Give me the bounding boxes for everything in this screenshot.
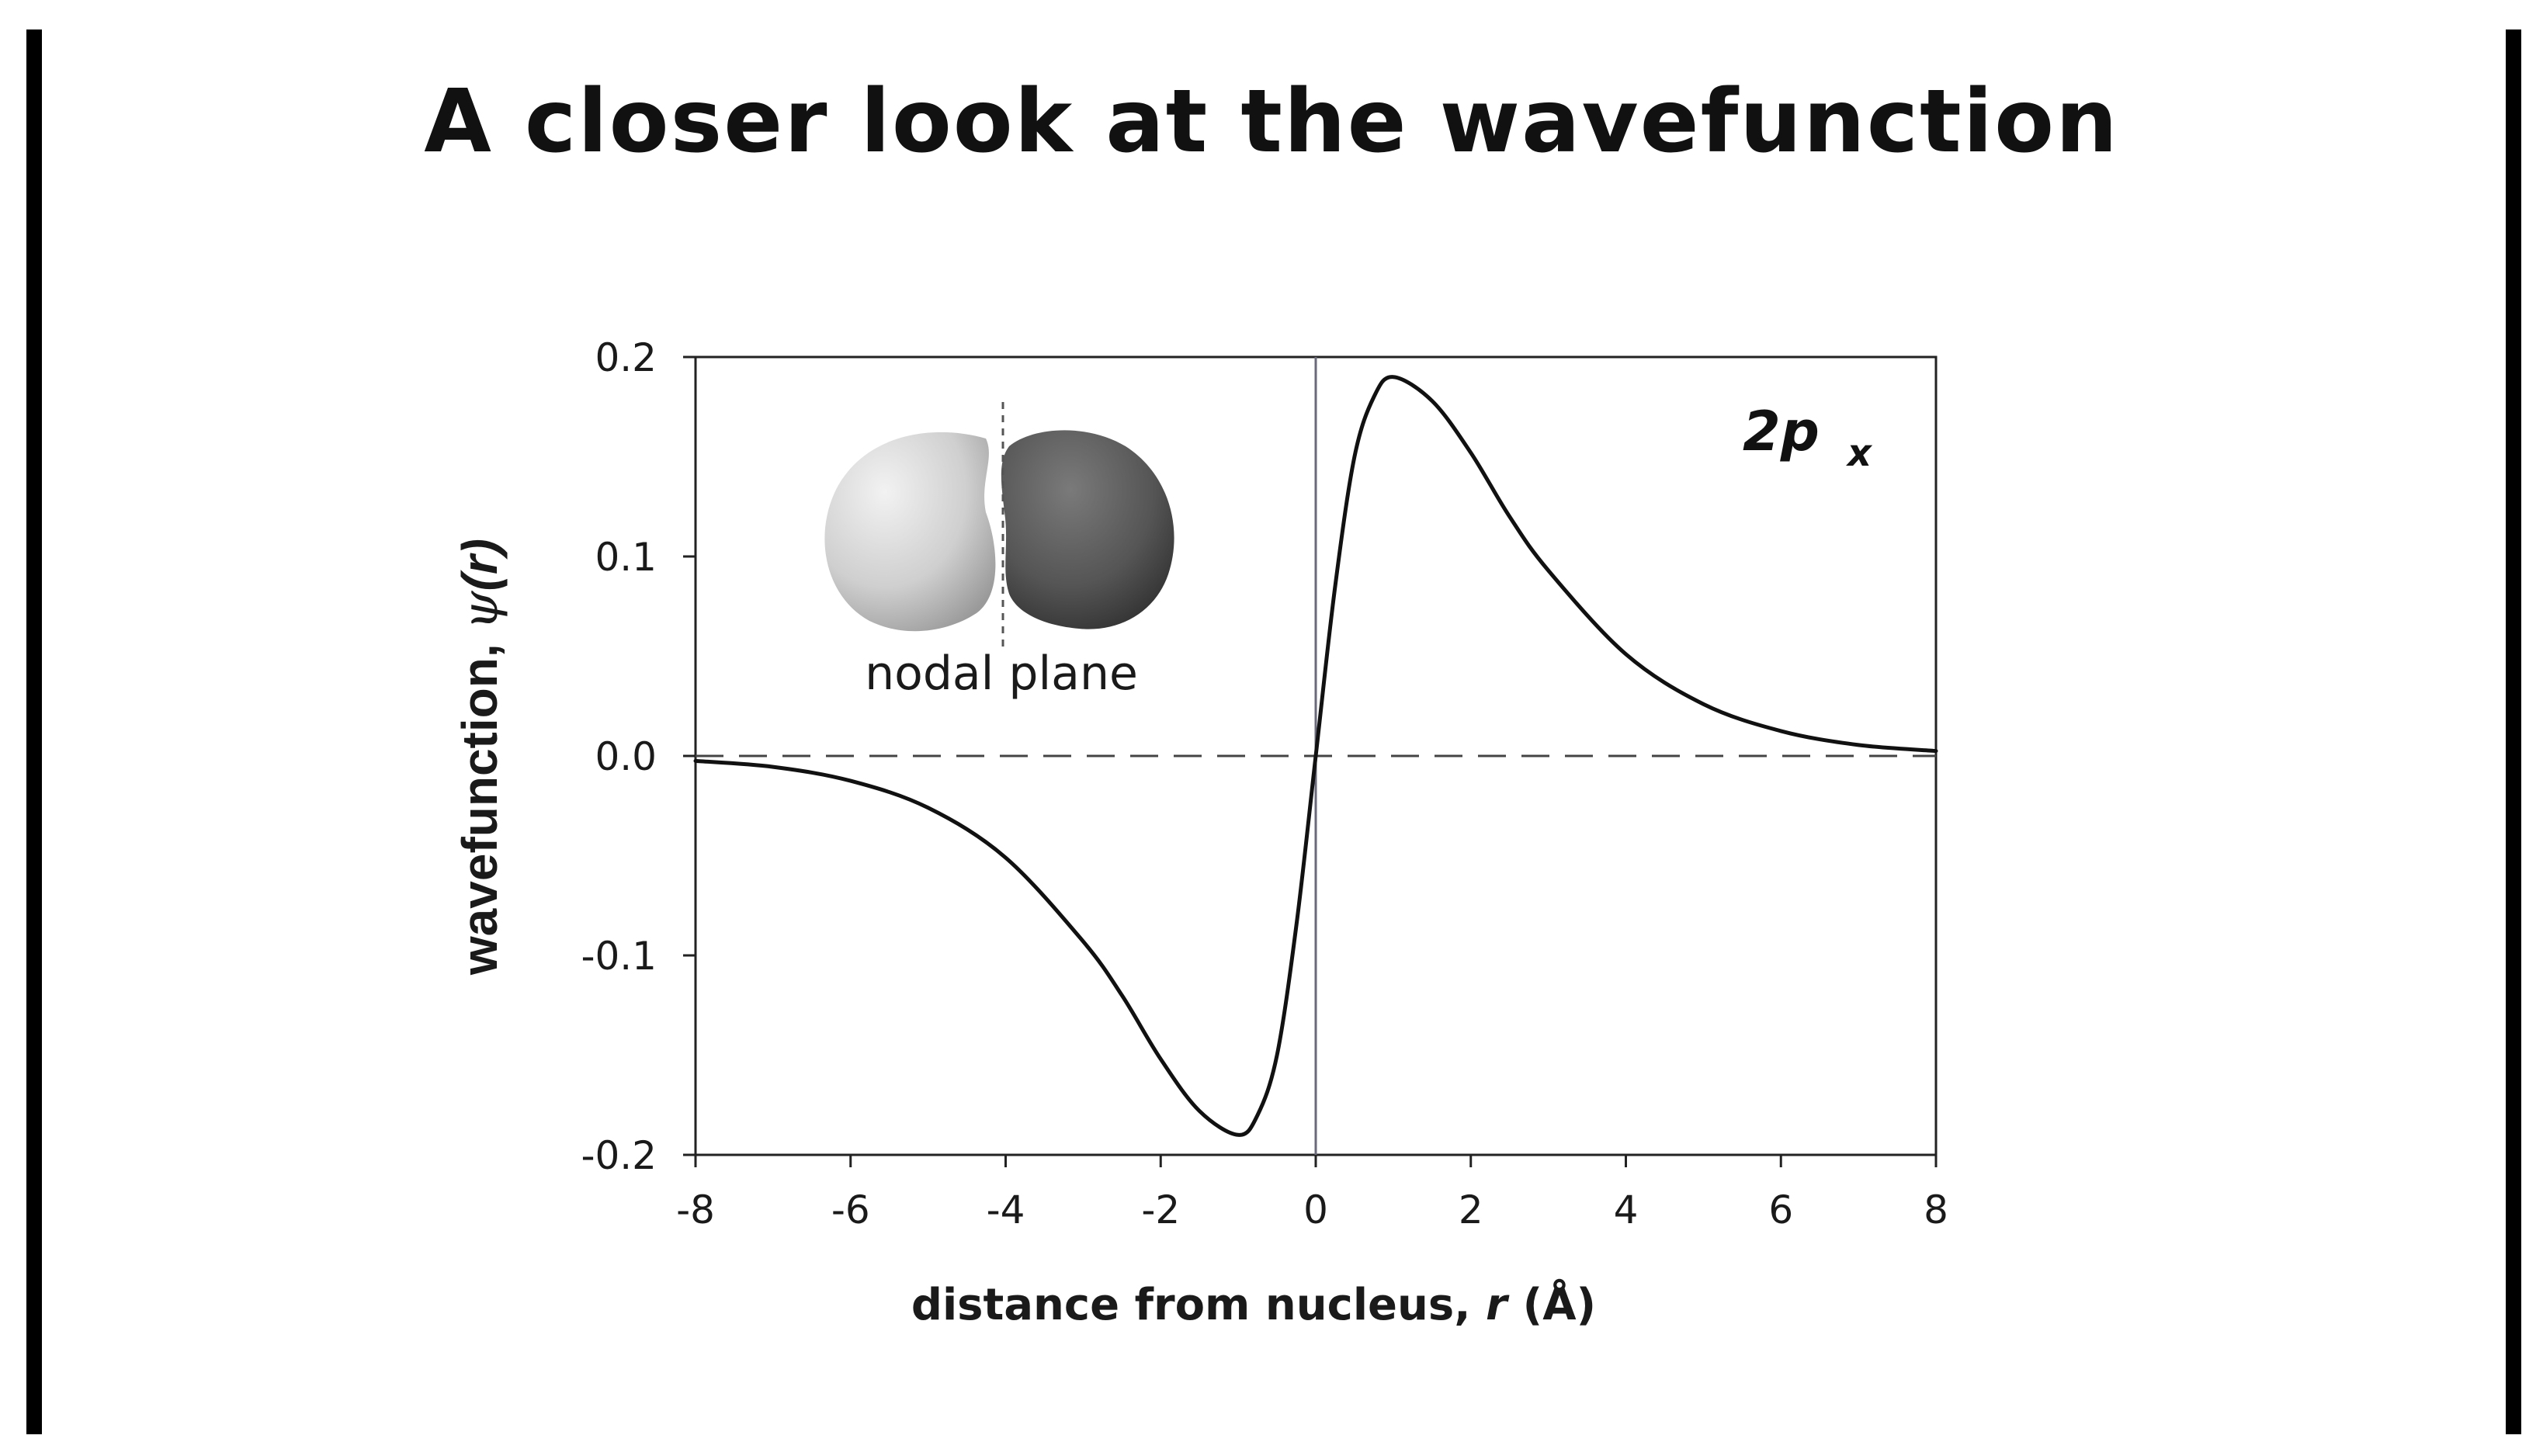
y-tick-label: 0.1	[595, 535, 657, 580]
x-tick-label: -8	[676, 1187, 715, 1232]
x-tick-label: 2	[1459, 1187, 1483, 1232]
x-tick-label: 6	[1768, 1187, 1793, 1232]
nodal-plane-label: nodal plane	[865, 647, 1138, 701]
x-tick-label: 8	[1924, 1187, 1948, 1232]
slide-title: A closer look at the wavefunction	[424, 71, 2119, 172]
y-tick-label: -0.2	[581, 1133, 657, 1178]
y-axis-title-argument: (r)	[452, 539, 508, 591]
left-frame-border	[26, 29, 42, 1434]
y-tick-label: -0.1	[581, 934, 657, 979]
right-frame-border	[2506, 29, 2521, 1434]
series-label-main: 2p	[1743, 400, 1820, 463]
x-axis-title-prefix: distance from nucleus,	[911, 1280, 1486, 1330]
y-axis-title: wavefunction, ψ(r)	[452, 539, 509, 976]
x-axis-title-unit: (Å)	[1523, 1279, 1597, 1330]
x-tick-label: -6	[831, 1187, 870, 1232]
y-tick-label: 0.2	[595, 335, 657, 380]
orbital-inset: nodal plane	[824, 402, 1174, 701]
y-axis-title-function: ψ	[452, 591, 509, 630]
y-tick-label: 0.0	[595, 734, 657, 779]
x-tick-label: -2	[1141, 1187, 1180, 1232]
x-tick-label: -4	[987, 1187, 1025, 1232]
x-tick-label: 0	[1303, 1187, 1328, 1232]
series-label: 2p x	[1743, 400, 1873, 475]
x-tick-label: 4	[1614, 1187, 1639, 1232]
dark-lobe	[1001, 430, 1174, 629]
x-axis-title: distance from nucleus, r (Å)	[911, 1279, 1596, 1330]
light-lobe	[824, 432, 996, 632]
y-axis-title-prefix: wavefunction,	[452, 630, 508, 976]
x-axis-title-variable: r	[1486, 1280, 1510, 1330]
series-line	[693, 375, 1938, 1137]
series-label-subscript: x	[1846, 432, 1873, 475]
